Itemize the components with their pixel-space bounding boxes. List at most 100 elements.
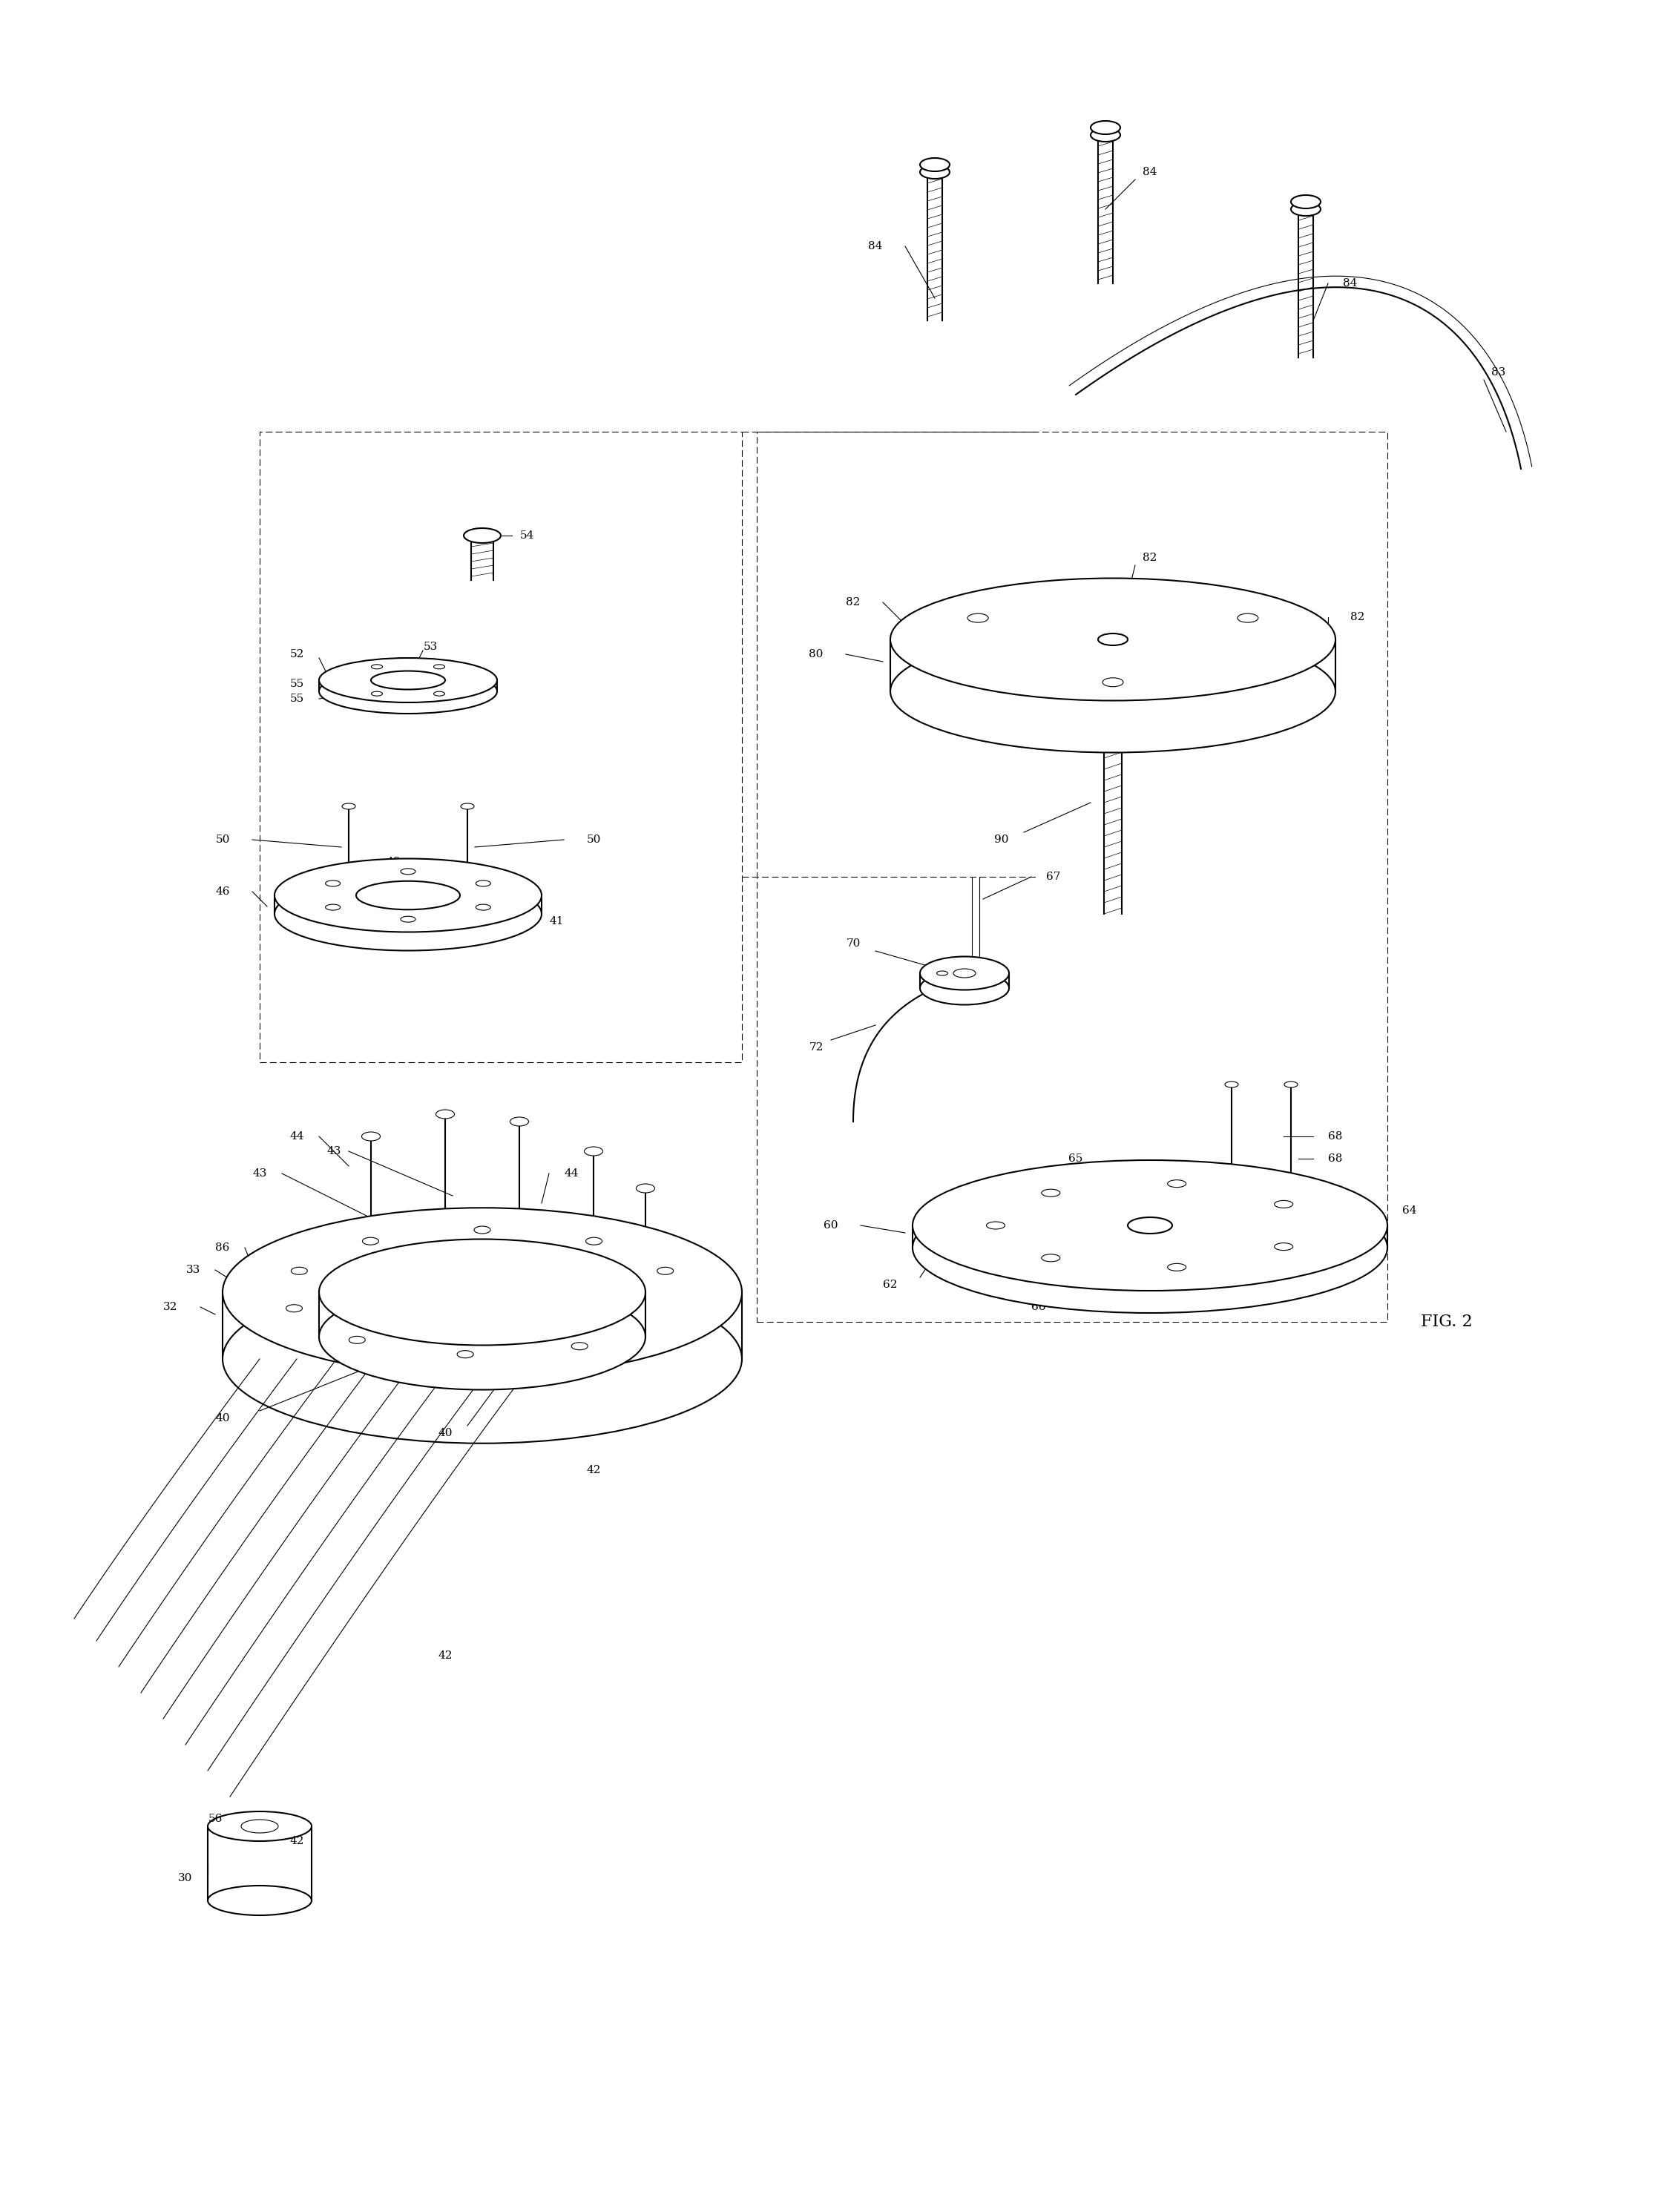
- Ellipse shape: [657, 1267, 674, 1274]
- Ellipse shape: [476, 905, 491, 909]
- Ellipse shape: [372, 692, 382, 697]
- Ellipse shape: [1041, 1254, 1059, 1261]
- Text: 81: 81: [1217, 701, 1232, 712]
- Text: 86: 86: [216, 1243, 230, 1252]
- Text: 44: 44: [290, 1130, 303, 1141]
- Ellipse shape: [920, 166, 950, 179]
- Ellipse shape: [954, 969, 975, 978]
- Text: 68: 68: [1329, 1130, 1342, 1141]
- Text: 55: 55: [290, 695, 303, 703]
- Text: 64: 64: [1403, 1206, 1416, 1217]
- Text: 52: 52: [290, 648, 303, 659]
- Ellipse shape: [318, 1239, 645, 1345]
- Ellipse shape: [637, 1183, 655, 1192]
- Text: 80: 80: [810, 648, 823, 659]
- Ellipse shape: [890, 630, 1336, 752]
- Ellipse shape: [987, 1221, 1006, 1230]
- Text: 90: 90: [994, 834, 1009, 845]
- Ellipse shape: [223, 1208, 742, 1376]
- Ellipse shape: [275, 878, 541, 951]
- Ellipse shape: [1284, 1082, 1297, 1088]
- Ellipse shape: [1237, 613, 1259, 622]
- Text: 30: 30: [178, 1874, 193, 1882]
- Ellipse shape: [1274, 1201, 1292, 1208]
- Ellipse shape: [920, 956, 1009, 991]
- Ellipse shape: [241, 1820, 278, 1834]
- Ellipse shape: [1225, 1082, 1239, 1088]
- Ellipse shape: [401, 869, 416, 874]
- Ellipse shape: [434, 692, 444, 697]
- Ellipse shape: [275, 858, 541, 931]
- Text: 41: 41: [550, 916, 563, 927]
- Ellipse shape: [1091, 128, 1120, 142]
- Text: 65: 65: [1128, 1279, 1143, 1290]
- Ellipse shape: [325, 880, 340, 887]
- Text: 67: 67: [1046, 872, 1061, 883]
- Text: 84: 84: [1342, 279, 1358, 288]
- Text: 60: 60: [823, 1221, 838, 1230]
- Ellipse shape: [461, 803, 474, 810]
- Text: 82: 82: [846, 597, 860, 608]
- Text: 43: 43: [327, 1146, 340, 1157]
- Text: 46: 46: [215, 887, 230, 896]
- Ellipse shape: [342, 803, 355, 810]
- Text: FIG. 2: FIG. 2: [1421, 1314, 1473, 1329]
- Text: 56: 56: [208, 1814, 223, 1825]
- Ellipse shape: [434, 664, 444, 668]
- Ellipse shape: [474, 1225, 491, 1234]
- Ellipse shape: [937, 971, 949, 975]
- Ellipse shape: [1168, 1263, 1187, 1272]
- Ellipse shape: [355, 880, 459, 909]
- Ellipse shape: [287, 1305, 302, 1312]
- Ellipse shape: [912, 1159, 1388, 1292]
- Ellipse shape: [464, 529, 501, 542]
- Text: 55: 55: [290, 679, 303, 690]
- Text: 68: 68: [1329, 1152, 1342, 1164]
- Ellipse shape: [1091, 122, 1120, 135]
- Ellipse shape: [372, 664, 382, 668]
- Text: 44: 44: [565, 1168, 578, 1179]
- Text: 84: 84: [1143, 166, 1156, 177]
- Text: 40: 40: [215, 1413, 230, 1425]
- Ellipse shape: [208, 1885, 312, 1916]
- Ellipse shape: [920, 971, 1009, 1004]
- Text: 70: 70: [846, 938, 860, 949]
- Ellipse shape: [1103, 677, 1123, 686]
- Ellipse shape: [436, 1110, 454, 1119]
- Text: 62: 62: [883, 1279, 898, 1290]
- Text: 42: 42: [437, 1650, 453, 1661]
- Ellipse shape: [362, 1133, 380, 1141]
- Ellipse shape: [476, 880, 491, 887]
- Ellipse shape: [325, 905, 340, 909]
- Text: 40: 40: [437, 1429, 453, 1438]
- Text: 33: 33: [186, 1265, 199, 1274]
- Ellipse shape: [572, 1343, 588, 1349]
- Ellipse shape: [318, 668, 498, 714]
- Text: 82: 82: [1143, 553, 1156, 564]
- Ellipse shape: [1291, 195, 1321, 208]
- Ellipse shape: [292, 1267, 307, 1274]
- Ellipse shape: [362, 1237, 379, 1245]
- Text: 74: 74: [972, 1183, 987, 1194]
- Text: 32: 32: [164, 1303, 178, 1312]
- Text: 82: 82: [1351, 613, 1364, 622]
- Text: 42: 42: [290, 1836, 303, 1847]
- Ellipse shape: [967, 613, 989, 622]
- Text: 66: 66: [1254, 1279, 1269, 1290]
- Text: 83: 83: [1492, 367, 1505, 378]
- Ellipse shape: [585, 1146, 603, 1155]
- Ellipse shape: [401, 916, 416, 922]
- Ellipse shape: [208, 1812, 312, 1840]
- Ellipse shape: [1098, 633, 1128, 646]
- Text: 84: 84: [868, 241, 883, 252]
- Ellipse shape: [912, 1183, 1388, 1314]
- Text: 34: 34: [608, 1228, 623, 1239]
- Text: 50: 50: [587, 834, 600, 845]
- Ellipse shape: [1168, 1179, 1187, 1188]
- Ellipse shape: [458, 1352, 473, 1358]
- Text: 72: 72: [810, 1042, 823, 1053]
- Ellipse shape: [1274, 1243, 1292, 1250]
- Ellipse shape: [370, 670, 446, 690]
- Text: 43: 43: [253, 1168, 266, 1179]
- Text: 54: 54: [520, 531, 535, 540]
